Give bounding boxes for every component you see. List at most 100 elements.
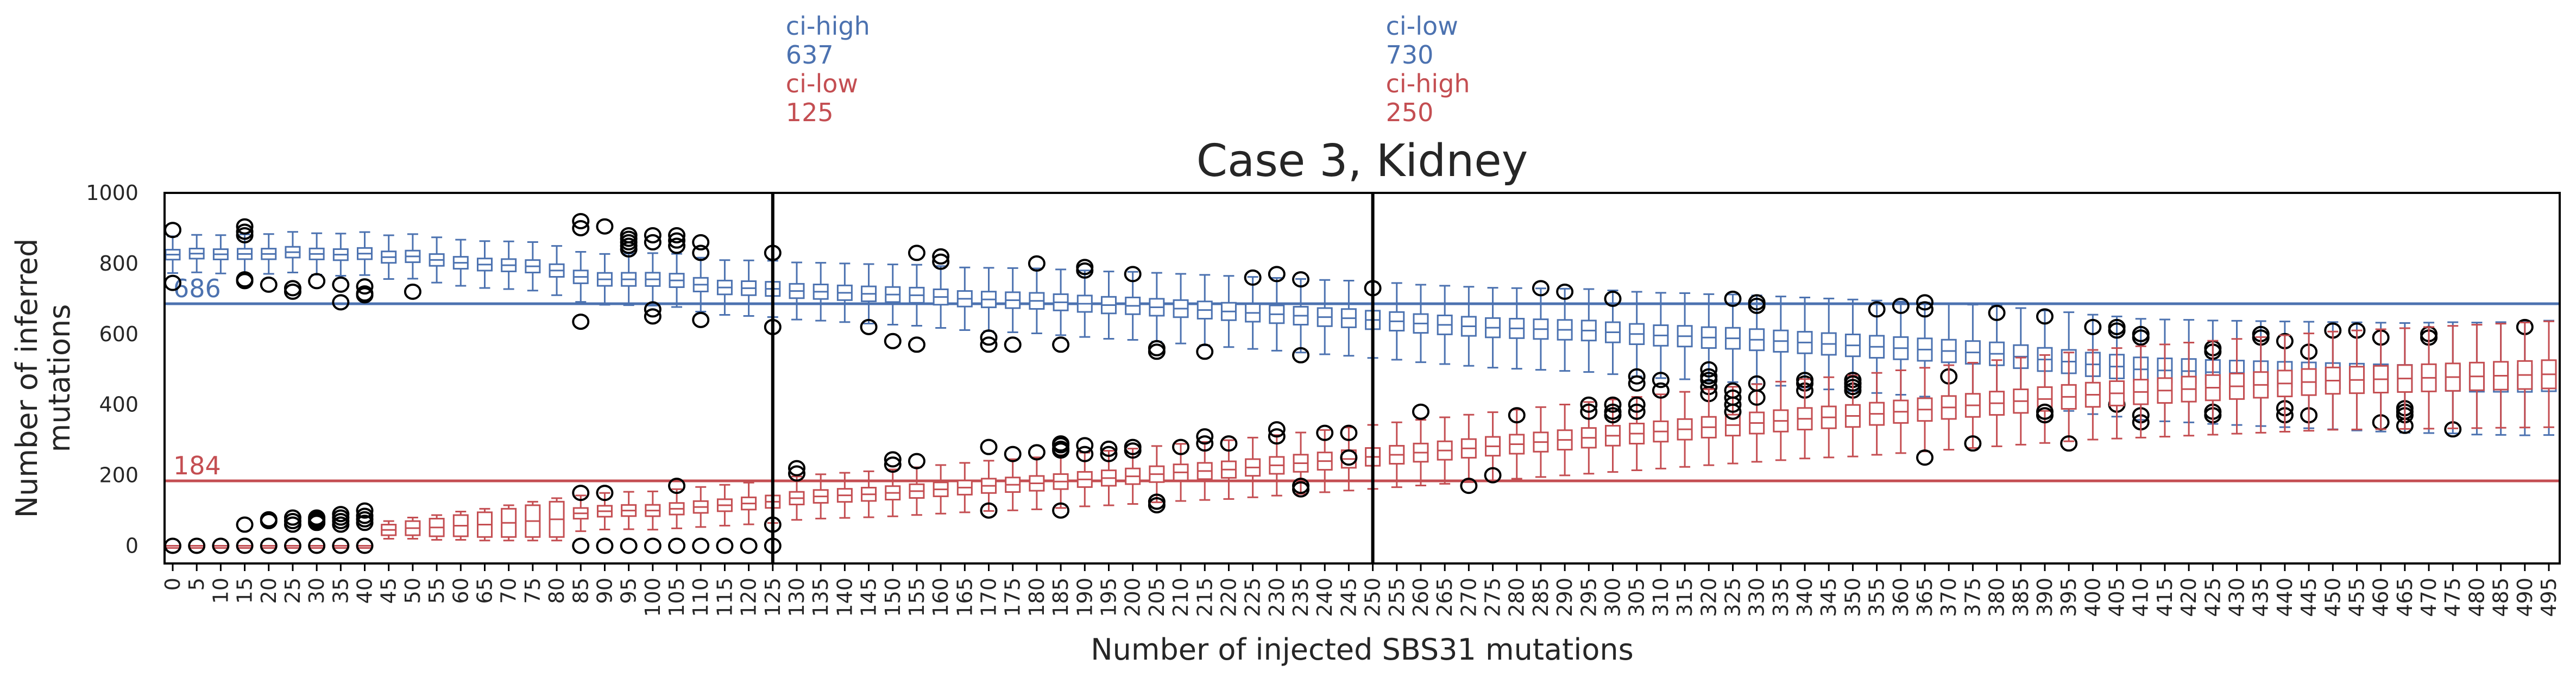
x-tick-label: 5 [185,578,209,591]
box-80 [549,497,565,542]
box-335 [1773,380,1789,461]
x-tick-label: 105 [665,578,689,617]
x-tick-label: 255 [1385,578,1409,617]
box-30 [308,232,326,290]
outlier-point [308,273,326,290]
x-tick-label: 10 [209,578,232,604]
x-tick-label: 445 [2297,578,2321,617]
outlier-point [860,318,878,335]
y-tick-label: 1000 [86,181,138,205]
outlier-point [1004,336,1022,353]
outlier-point [356,537,374,554]
y-tick-label: 0 [125,534,138,558]
x-tick-label: 180 [1025,578,1049,617]
outlier-point [1124,442,1142,459]
box-285 [1532,280,1550,371]
x-tick-label: 230 [1265,578,1289,617]
outlier-point [1580,403,1598,420]
box-290 [1557,404,1573,477]
x-tick-label: 280 [1505,578,1529,617]
box-40 [356,502,374,554]
box-320 [1700,293,1718,403]
box-40 [356,231,374,304]
outlier-point [356,278,374,295]
box-45 [381,520,397,540]
x-tick-label: 455 [2345,578,2369,617]
x-tick-label: 145 [857,578,881,617]
outlier-point [572,314,590,330]
box-185 [1052,435,1070,519]
box-385 [2013,356,2029,446]
outlier-point [1604,407,1622,424]
box-240 [1317,279,1333,355]
x-tick-label: 70 [497,578,521,604]
outlier-point [2060,435,2078,452]
outlier-point [644,234,662,250]
box-470 [2421,326,2437,430]
x-tick-label: 320 [1697,578,1721,617]
box-345 [1821,376,1837,459]
box-350 [1844,374,1862,458]
outlier-point [1628,375,1646,392]
x-tick-label: 365 [1913,578,1937,617]
box-115 [716,259,733,316]
x-tick-label: 385 [2009,578,2033,617]
box-25 [284,509,301,554]
outlier-point [1148,493,1166,510]
box-360 [1893,369,1909,454]
outlier-point [1844,375,1862,392]
box-415 [2157,343,2173,438]
chart-title: Case 3, Kidney [1196,135,1528,187]
box-400 [2084,349,2101,441]
outlier-point [1052,502,1070,519]
box-60 [452,239,469,287]
box-70 [501,504,517,542]
outlier-point [1268,266,1286,283]
outlier-point [668,237,686,254]
box-190 [1076,437,1094,507]
x-tick-label: 240 [1313,578,1337,617]
outlier-point [1964,435,1982,452]
box-195 [1100,271,1117,340]
x-axis-ticks: 0 5 10 15 20 25 30 35 40 45 50 55 60 65 70 75 80 85 90 95 10… [161,563,2561,617]
x-tick-label: 110 [689,578,713,617]
outlier-point [332,294,350,311]
outlier-point [1292,271,1310,288]
box-325 [1724,382,1742,465]
x-tick-label: 260 [1409,578,1433,617]
outlier-point [644,227,662,243]
box-425 [2205,340,2221,436]
box-230 [1268,266,1286,352]
x-tick-label: 0 [161,578,185,591]
outlier-point [644,537,662,554]
box-20 [260,233,278,293]
box-330 [1748,294,1766,392]
x-tick-label: 405 [2105,578,2129,617]
outlier-point [1412,403,1429,420]
box-75 [525,500,541,542]
x-tick-label: 20 [257,578,281,604]
outlier-point [2084,318,2102,335]
x-tick-label: 165 [953,578,977,617]
x-tick-label: 135 [809,578,833,617]
box-200 [1124,438,1142,505]
box-180 [1028,444,1045,510]
outlier-point [980,336,998,353]
x-tick-label: 25 [281,578,305,604]
outlier-point [1268,421,1286,438]
vertical-line-label: ci-high [1386,69,1470,98]
box-120 [741,259,757,317]
outlier-point [740,537,758,554]
x-tick-label: 80 [545,578,569,604]
outlier-point [1916,449,1934,466]
x-tick-label: 290 [1553,578,1577,617]
outlier-point [1100,446,1118,462]
box-280 [1509,287,1525,370]
x-tick-label: 65 [473,578,496,604]
outlier-point [1916,301,1934,318]
outlier-point [1052,336,1070,353]
outlier-point [236,273,254,290]
box-155 [908,245,925,353]
box-225 [1245,436,1261,498]
